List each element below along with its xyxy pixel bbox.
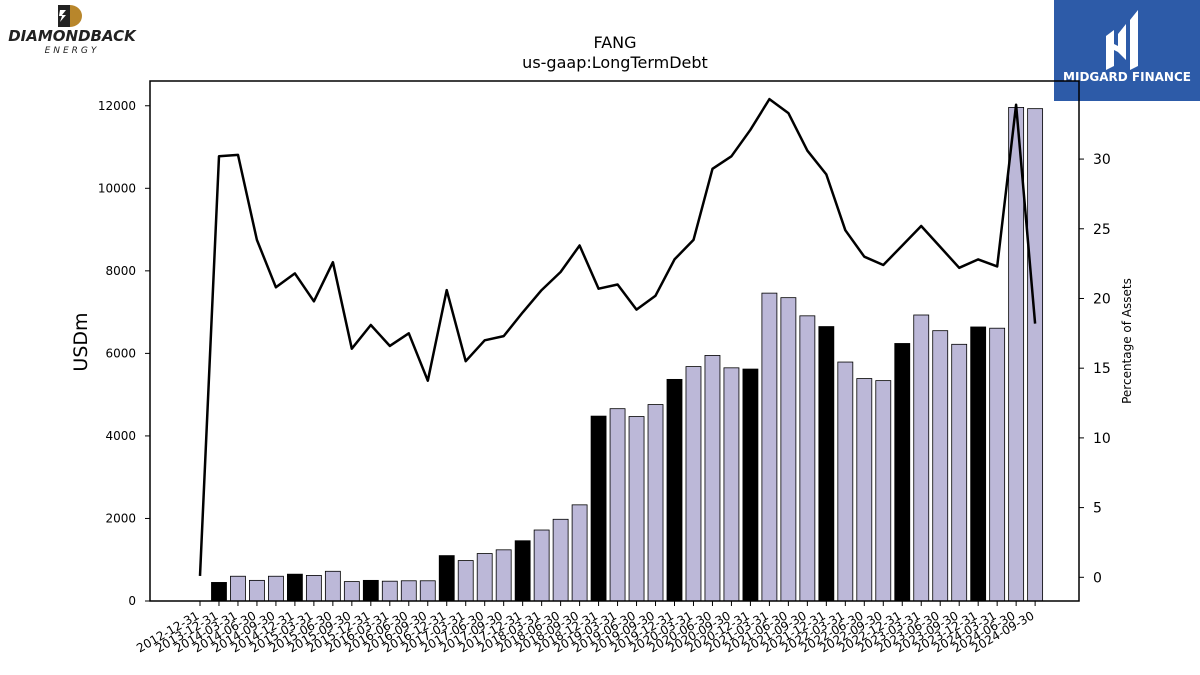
bar-2015-06-30 xyxy=(324,570,341,602)
y2-tick-label: 10 xyxy=(1093,431,1111,447)
bar-2017-12-31 xyxy=(514,540,531,602)
bar-2018-03-31 xyxy=(533,529,550,602)
bar-2015-12-31 xyxy=(362,579,379,602)
bar-2020-06-30 xyxy=(704,355,721,602)
bar-2014-12-31 xyxy=(286,573,303,602)
bar-2016-09-30 xyxy=(419,580,436,602)
bar-2017-03-31 xyxy=(457,560,474,602)
bar-2022-03-31 xyxy=(837,361,854,602)
y-tick-label: 8000 xyxy=(105,264,136,278)
bar-2023-03-31 xyxy=(913,314,930,602)
bar-2016-03-31 xyxy=(381,580,398,602)
percentage-of-assets-line xyxy=(198,97,1037,576)
bar-2014-06-30 xyxy=(249,579,265,602)
y2-tick-label: 30 xyxy=(1093,152,1111,168)
chart-title: FANG xyxy=(593,33,636,52)
bar-2013-12-31 xyxy=(211,582,227,602)
y-axis-label: USDm xyxy=(70,312,92,371)
bar-2015-03-31 xyxy=(305,575,322,602)
y-tick-label: 6000 xyxy=(105,346,136,360)
bar-2021-09-30 xyxy=(799,315,816,602)
bar-2017-06-30 xyxy=(476,553,493,602)
bar-2020-09-30 xyxy=(723,367,740,602)
y-tick-label: 12000 xyxy=(98,99,136,113)
bar-2017-09-30 xyxy=(495,549,512,602)
bar-2022-12-31 xyxy=(894,343,911,602)
y2-tick-label: 25 xyxy=(1093,222,1111,238)
bar-2015-09-30 xyxy=(343,581,360,602)
bar-2021-12-31 xyxy=(818,326,835,602)
y2-axis: 0 5 10 15 20 25 30 xyxy=(1079,152,1111,586)
bar-2018-06-30 xyxy=(552,518,569,602)
y-tick-label: 4000 xyxy=(105,429,136,443)
y2-tick-label: 0 xyxy=(1093,570,1102,586)
y2-tick-label: 20 xyxy=(1093,291,1111,307)
y-tick-label: 10000 xyxy=(98,181,136,195)
bar-2022-06-30 xyxy=(856,378,873,602)
y-tick-label: 2000 xyxy=(105,511,136,525)
x-axis: 2012-12-312013-12-312014-03-312014-06-30… xyxy=(134,601,1037,655)
bar-2018-09-30 xyxy=(571,504,588,602)
y2-tick-label: 15 xyxy=(1093,361,1111,377)
bar-2021-03-31 xyxy=(761,292,778,602)
bar-2019-12-31 xyxy=(666,378,683,602)
y2-tick-label: 5 xyxy=(1093,501,1102,517)
bar-2019-03-31 xyxy=(609,408,626,602)
chart-subtitle: us-gaap:LongTermDebt xyxy=(522,53,708,72)
bar-2023-09-30 xyxy=(951,343,968,602)
bar-2014-03-31 xyxy=(230,575,246,602)
bar-2023-12-31 xyxy=(970,326,987,602)
bar-2020-03-31 xyxy=(685,366,702,602)
midgard-finance-logo: MIDGARD FINANCE xyxy=(1054,0,1200,101)
bar-series xyxy=(211,107,1044,602)
diamondback-energy-logo: DIAMONDBACK ENERGY xyxy=(8,5,137,56)
diamondback-d-icon xyxy=(58,5,82,27)
bar-2020-12-31 xyxy=(742,368,759,602)
left-logo-sub: ENERGY xyxy=(45,46,100,56)
bar-2016-12-31 xyxy=(438,555,455,602)
bar-2019-06-30 xyxy=(628,416,645,602)
bar-2024-09-30 xyxy=(1027,108,1044,602)
bar-2019-09-30 xyxy=(647,404,664,602)
plot-frame xyxy=(149,80,1080,602)
y2-axis-label: Percentage of Assets xyxy=(1120,278,1134,404)
right-logo-brand: MIDGARD FINANCE xyxy=(1063,70,1191,84)
left-logo-brand: DIAMONDBACK xyxy=(8,27,137,45)
bar-2014-09-30 xyxy=(268,575,284,602)
bar-2023-06-30 xyxy=(932,330,949,602)
bar-2022-09-30 xyxy=(875,380,892,602)
y-axis: 0 2000 4000 6000 8000 10000 12000 xyxy=(98,99,150,608)
bar-2018-12-31 xyxy=(590,415,607,602)
midgard-m-icon xyxy=(1106,10,1138,70)
y-tick-label: 0 xyxy=(128,594,136,608)
bar-2024-06-30 xyxy=(1008,107,1025,602)
bar-2024-03-31 xyxy=(989,327,1006,602)
bar-2016-06-30 xyxy=(400,580,417,602)
bar-2021-06-30 xyxy=(780,297,797,602)
